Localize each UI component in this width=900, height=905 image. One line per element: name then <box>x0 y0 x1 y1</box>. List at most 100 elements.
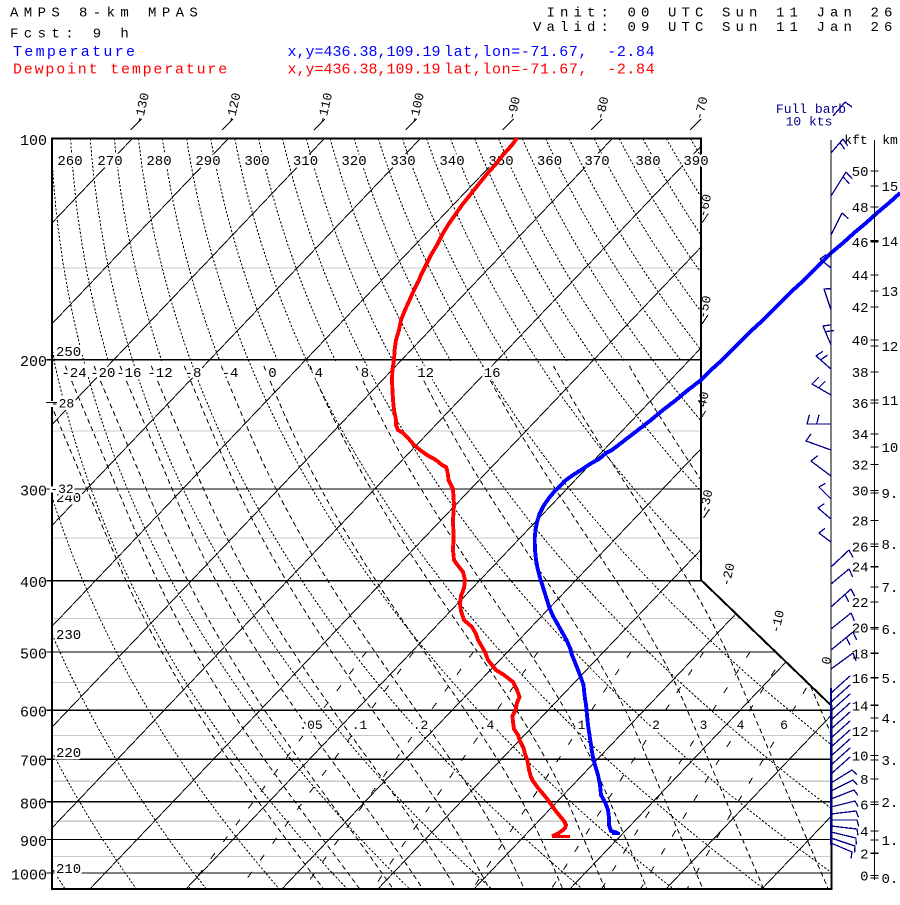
svg-text:1: 1 <box>578 718 586 733</box>
svg-text:320: 320 <box>341 154 366 170</box>
svg-text:-12: -12 <box>147 366 172 382</box>
svg-text:7.: 7. <box>882 581 899 597</box>
svg-text:16: 16 <box>484 366 501 382</box>
svg-text:40: 40 <box>852 334 869 350</box>
svg-text:32: 32 <box>852 459 869 475</box>
svg-text:11.: 11. <box>882 394 900 410</box>
svg-text:2.: 2. <box>882 796 899 812</box>
svg-text:100: 100 <box>20 133 47 150</box>
svg-text:30: 30 <box>852 484 869 500</box>
svg-text:380: 380 <box>635 154 660 170</box>
svg-text:2: 2 <box>860 847 868 863</box>
svg-text:2: 2 <box>652 718 660 733</box>
svg-text:46: 46 <box>852 236 869 252</box>
svg-text:14: 14 <box>852 699 869 715</box>
svg-text:4: 4 <box>315 366 323 382</box>
svg-text:50: 50 <box>852 165 869 181</box>
svg-text:-28: -28 <box>51 397 74 412</box>
svg-text:10 kts: 10 kts <box>786 115 833 130</box>
svg-text:1.: 1. <box>882 834 899 850</box>
svg-text:600: 600 <box>20 705 47 722</box>
svg-text:8: 8 <box>860 773 868 789</box>
svg-text:1000: 1000 <box>11 868 47 885</box>
svg-text:340: 340 <box>439 154 464 170</box>
svg-text:800: 800 <box>20 796 47 813</box>
svg-text:42: 42 <box>852 301 869 317</box>
svg-text:6: 6 <box>860 798 868 814</box>
svg-text:0.: 0. <box>882 872 899 888</box>
svg-text:-4: -4 <box>222 366 239 382</box>
svg-text:22: 22 <box>852 596 869 612</box>
svg-text:9.: 9. <box>882 487 899 503</box>
svg-text:x,y=436.38,109.19: x,y=436.38,109.19 <box>288 62 441 79</box>
svg-text:260: 260 <box>57 154 82 170</box>
svg-text:12: 12 <box>852 725 869 741</box>
svg-text:3: 3 <box>700 718 708 733</box>
svg-text:330: 330 <box>390 154 415 170</box>
svg-text:Temperature: Temperature <box>13 44 137 61</box>
svg-text:x,y=436.38,109.19: x,y=436.38,109.19 <box>288 44 441 61</box>
svg-text:36: 36 <box>852 397 869 413</box>
svg-text:.4: .4 <box>479 718 495 733</box>
svg-text:900: 900 <box>20 834 47 851</box>
svg-text:Dewpoint temperature: Dewpoint temperature <box>13 62 229 79</box>
svg-text:Fcst: 9 h: Fcst: 9 h <box>10 27 134 43</box>
svg-text:310: 310 <box>293 154 318 170</box>
svg-text:48: 48 <box>852 201 869 217</box>
svg-text:4: 4 <box>860 825 868 841</box>
svg-text:lat,lon=-71.67, -2.84: lat,lon=-71.67, -2.84 <box>444 62 655 79</box>
svg-text:280: 280 <box>146 154 171 170</box>
svg-text:13.: 13. <box>882 285 900 301</box>
svg-text:3.: 3. <box>882 754 899 770</box>
svg-text:5.: 5. <box>882 672 899 688</box>
svg-text:-24: -24 <box>61 366 86 382</box>
svg-text:200: 200 <box>20 354 47 371</box>
svg-text:290: 290 <box>195 154 220 170</box>
svg-text:390: 390 <box>683 154 708 170</box>
svg-text:26: 26 <box>852 541 869 557</box>
svg-text:24: 24 <box>852 561 869 577</box>
svg-text:-8: -8 <box>185 366 202 382</box>
svg-text:300: 300 <box>20 483 47 500</box>
svg-text:38: 38 <box>852 366 869 382</box>
svg-text:16: 16 <box>852 672 869 688</box>
svg-text:8.: 8. <box>882 538 899 554</box>
svg-text:270: 270 <box>97 154 122 170</box>
svg-text:Valid: 09 UTC Sun 11 Jan 26: Valid: 09 UTC Sun 11 Jan 26 <box>533 20 898 36</box>
svg-text:34: 34 <box>852 428 869 444</box>
svg-text:220: 220 <box>56 746 81 762</box>
svg-text:230: 230 <box>56 628 81 644</box>
svg-text:400: 400 <box>20 575 47 592</box>
svg-text:-32: -32 <box>50 482 73 497</box>
svg-text:6.: 6. <box>882 623 899 639</box>
svg-text:8: 8 <box>361 366 369 382</box>
svg-text:700: 700 <box>20 754 47 771</box>
svg-text:14.: 14. <box>882 235 900 251</box>
svg-text:210: 210 <box>56 862 81 878</box>
svg-text:0: 0 <box>860 870 868 886</box>
svg-text:4.: 4. <box>882 712 899 728</box>
svg-text:.2: .2 <box>413 718 429 733</box>
svg-text:4: 4 <box>737 718 745 733</box>
svg-text:44: 44 <box>852 269 869 285</box>
svg-text:-20: -20 <box>90 366 115 382</box>
svg-text:15.: 15. <box>882 180 900 196</box>
svg-text:300: 300 <box>244 154 269 170</box>
svg-text:AMPS 8-km MPAS: AMPS 8-km MPAS <box>10 6 203 22</box>
svg-text:10.: 10. <box>882 441 900 457</box>
svg-text:-16: -16 <box>116 366 141 382</box>
svg-text:lat,lon=-71.67, -2.84: lat,lon=-71.67, -2.84 <box>444 44 655 61</box>
svg-text:500: 500 <box>20 646 47 663</box>
svg-text:12.: 12. <box>882 340 900 356</box>
svg-text:.1: .1 <box>352 718 368 733</box>
svg-text:28: 28 <box>852 515 869 531</box>
svg-text:6: 6 <box>780 718 788 733</box>
svg-text:0: 0 <box>268 366 276 382</box>
svg-text:250: 250 <box>56 345 81 361</box>
svg-text:360: 360 <box>537 154 562 170</box>
svg-text:12: 12 <box>417 366 434 382</box>
svg-text:.05: .05 <box>299 718 322 733</box>
svg-text:370: 370 <box>584 154 609 170</box>
svg-text:km: km <box>882 133 898 148</box>
svg-text:10: 10 <box>852 750 869 766</box>
